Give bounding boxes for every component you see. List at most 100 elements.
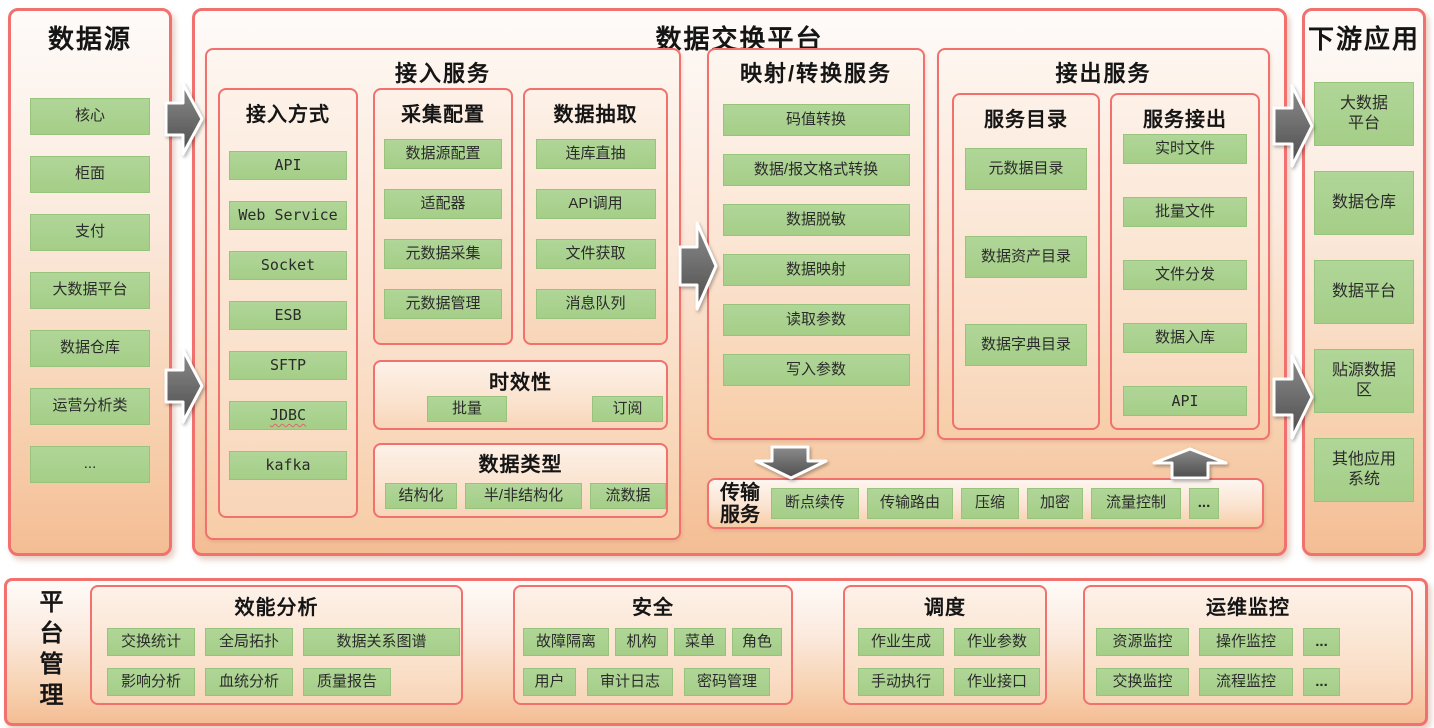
schedule-group: 调度 作业生成 作业参数 手动执行 作业接口 xyxy=(843,585,1047,705)
mapping-items: 码值转换 数据/报文格式转换 数据脱敏 数据映射 读取参数 写入参数 xyxy=(709,104,923,386)
efficiency-analysis-row1: 交换统计 全局拓扑 数据关系图谱 xyxy=(92,628,461,656)
collect-config-title: 采集配置 xyxy=(401,104,485,126)
access-method-group: 接入方式 API Web Service Socket ESB SFTP JDB… xyxy=(218,88,358,518)
data-extract-items: 连库直抽 API调用 文件获取 消息队列 xyxy=(525,139,666,319)
efficiency-analysis-title: 效能分析 xyxy=(234,597,319,619)
timeliness-item: 批量 xyxy=(427,396,507,422)
platform-management-panel: 平台管理 效能分析 交换统计 全局拓扑 数据关系图谱 影响分析 血统分析 质量报… xyxy=(4,578,1428,726)
access-method-item: JDBC xyxy=(229,401,347,430)
transport-item: 压缩 xyxy=(961,488,1019,519)
analysis-item: 影响分析 xyxy=(107,668,195,696)
collect-config-item: 元数据采集 xyxy=(384,239,502,269)
analysis-item: 血统分析 xyxy=(205,668,293,696)
access-method-item: SFTP xyxy=(229,351,347,380)
mapping-item: 数据映射 xyxy=(722,254,910,286)
mapping-item: 写入参数 xyxy=(722,354,910,386)
datatype-items: 结构化 半/非结构化 流数据 xyxy=(385,483,666,509)
datasource-panel: 数据源 核心 柜面 支付 大数据平台 数据仓库 运营分析类 ... xyxy=(8,8,172,556)
datatype-item: 结构化 xyxy=(385,483,457,509)
datatype-title: 数据类型 xyxy=(478,454,563,476)
collect-config-group: 采集配置 数据源配置 适配器 元数据采集 元数据管理 xyxy=(373,88,513,345)
security-item: 菜单 xyxy=(674,628,726,656)
downstream-apps-title: 下游应用 xyxy=(1307,24,1420,54)
schedule-item: 作业接口 xyxy=(954,668,1040,696)
datasource-item: 支付 xyxy=(30,214,150,251)
service-out-item: API xyxy=(1123,386,1247,416)
access-method-items: API Web Service Socket ESB SFTP JDBC kaf… xyxy=(220,151,356,480)
transport-item-ellipsis: ... xyxy=(1189,488,1219,519)
datasource-item: 数据仓库 xyxy=(30,330,150,367)
downstream-items: 大数据 平台 数据仓库 数据平台 贴源数据 区 其他应用 系统 xyxy=(1305,82,1423,502)
mapping-item: 读取参数 xyxy=(722,304,910,336)
security-item: 密码管理 xyxy=(684,668,770,696)
timeliness-item: 订阅 xyxy=(592,396,663,422)
monitor-item: 资源监控 xyxy=(1096,628,1189,656)
access-service-title: 接入服务 xyxy=(394,61,491,86)
security-title: 安全 xyxy=(632,597,674,619)
collect-config-item: 元数据管理 xyxy=(384,289,502,319)
monitor-item: 流程监控 xyxy=(1199,668,1293,696)
access-method-item: ESB xyxy=(229,301,347,330)
schedule-title: 调度 xyxy=(924,597,966,619)
security-row1: 故障隔离 机构 菜单 角色 xyxy=(515,628,791,656)
access-method-item: API xyxy=(229,151,347,180)
efficiency-analysis-row2: 影响分析 血统分析 质量报告 xyxy=(92,668,461,696)
analysis-item: 质量报告 xyxy=(303,668,391,696)
access-method-item: Socket xyxy=(229,251,347,280)
ops-monitor-group: 运维监控 资源监控 操作监控 ... 交换监控 流程监控 ... xyxy=(1083,585,1413,705)
analysis-item: 全局拓扑 xyxy=(205,628,293,656)
security-group: 安全 故障隔离 机构 菜单 角色 用户 审计日志 密码管理 xyxy=(513,585,793,705)
access-service-panel: 接入服务 接入方式 API Web Service Socket ESB SFT… xyxy=(205,48,681,540)
service-out-group: 服务接出 实时文件 批量文件 文件分发 数据入库 API xyxy=(1110,93,1260,430)
service-catalog-group: 服务目录 元数据目录 数据资产目录 数据字典目录 xyxy=(952,93,1100,430)
analysis-item: 交换统计 xyxy=(107,628,195,656)
mapping-item: 码值转换 xyxy=(722,104,910,136)
security-item: 角色 xyxy=(732,628,782,656)
datatype-group: 数据类型 结构化 半/非结构化 流数据 xyxy=(373,443,668,518)
downstream-item: 数据平台 xyxy=(1314,260,1414,324)
platform-management-title: 平台管理 xyxy=(35,589,62,713)
datasource-item: 核心 xyxy=(30,98,150,135)
monitor-item: 交换监控 xyxy=(1096,668,1189,696)
transport-service-title: 传输 服务 xyxy=(720,481,760,526)
datasource-items: 核心 柜面 支付 大数据平台 数据仓库 运营分析类 ... xyxy=(11,98,169,483)
service-out-item: 实时文件 xyxy=(1123,134,1247,164)
service-catalog-items: 元数据目录 数据资产目录 数据字典目录 xyxy=(954,148,1098,366)
analysis-item: 数据关系图谱 xyxy=(303,628,460,656)
downstream-item: 大数据 平台 xyxy=(1314,82,1414,146)
service-out-items: 实时文件 批量文件 文件分发 数据入库 API xyxy=(1112,134,1258,416)
data-extract-item: 连库直抽 xyxy=(535,139,656,169)
access-method-item: kafka xyxy=(229,451,347,480)
access-method-item: Web Service xyxy=(229,201,347,230)
downstream-apps-panel: 下游应用 大数据 平台 数据仓库 数据平台 贴源数据 区 其他应用 系统 xyxy=(1302,8,1426,556)
data-extract-group: 数据抽取 连库直抽 API调用 文件获取 消息队列 xyxy=(523,88,668,345)
datatype-item: 流数据 xyxy=(590,483,666,509)
transport-item: 传输路由 xyxy=(867,488,953,519)
service-out-item: 数据入库 xyxy=(1123,323,1247,353)
data-extract-item: 消息队列 xyxy=(535,289,656,319)
data-extract-item: 文件获取 xyxy=(535,239,656,269)
service-catalog-title: 服务目录 xyxy=(984,109,1068,131)
efficiency-analysis-group: 效能分析 交换统计 全局拓扑 数据关系图谱 影响分析 血统分析 质量报告 xyxy=(90,585,463,705)
service-out-item: 批量文件 xyxy=(1123,197,1247,227)
data-extract-item: API调用 xyxy=(535,189,656,219)
schedule-item: 作业参数 xyxy=(954,628,1040,656)
mapping-item: 数据脱敏 xyxy=(722,204,910,236)
ops-monitor-row2: 交换监控 流程监控 ... xyxy=(1085,668,1411,696)
datasource-item: 柜面 xyxy=(30,156,150,193)
security-row2: 用户 审计日志 密码管理 xyxy=(515,668,791,696)
collect-config-item: 数据源配置 xyxy=(384,139,502,169)
access-method-title: 接入方式 xyxy=(246,104,330,126)
security-item: 故障隔离 xyxy=(523,628,609,656)
data-extract-title: 数据抽取 xyxy=(553,104,638,126)
downstream-item: 其他应用 系统 xyxy=(1314,438,1414,502)
mapping-item: 数据/报文格式转换 xyxy=(722,154,910,186)
downstream-item: 贴源数据 区 xyxy=(1314,349,1414,413)
transport-item: 流量控制 xyxy=(1091,488,1181,519)
transport-item: 加密 xyxy=(1027,488,1083,519)
output-service-title: 接出服务 xyxy=(1055,61,1152,86)
monitor-item-ellipsis: ... xyxy=(1303,628,1340,656)
mapping-transform-panel: 映射/转换服务 码值转换 数据/报文格式转换 数据脱敏 数据映射 读取参数 写入… xyxy=(707,48,925,440)
schedule-item: 作业生成 xyxy=(858,628,944,656)
